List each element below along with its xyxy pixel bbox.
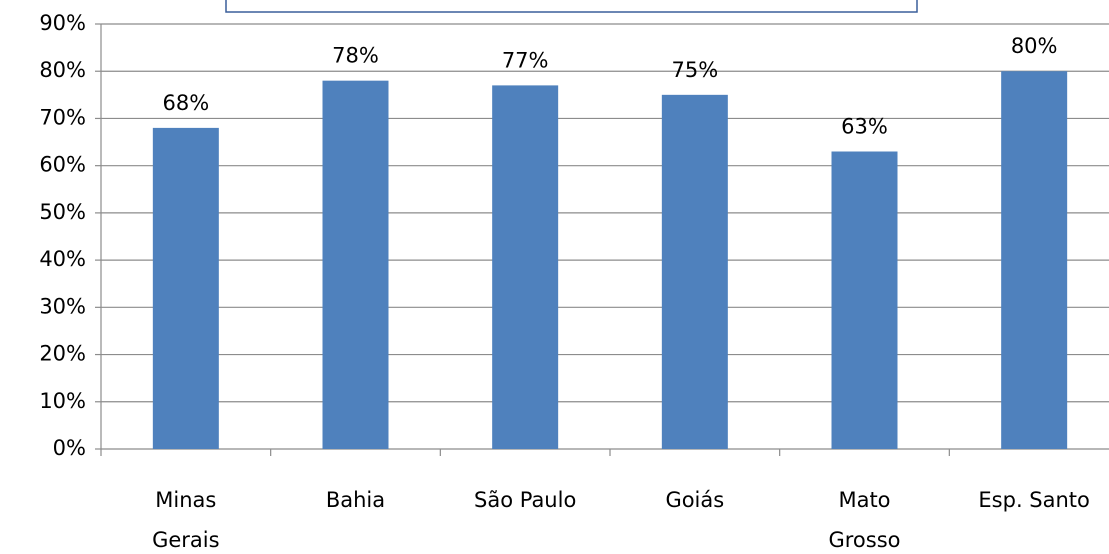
bar: [322, 80, 389, 450]
bar: [152, 127, 219, 449]
y-tick-label: 50%: [39, 200, 86, 224]
data-label: 75%: [671, 58, 718, 82]
data-label: 63%: [841, 115, 888, 139]
data-label: 78%: [332, 44, 379, 68]
y-tick-label: 70%: [39, 105, 86, 129]
y-tick-label: 90%: [39, 11, 86, 35]
x-tick-label: Bahia: [325, 488, 386, 512]
bar: [661, 94, 728, 449]
x-tick-label: Minas Gerais: [152, 488, 220, 552]
y-tick-label: 10%: [39, 389, 86, 413]
bar: [1001, 71, 1068, 449]
bar: [492, 85, 559, 449]
y-tick-label: 60%: [39, 153, 86, 177]
y-tick-label: 30%: [39, 294, 86, 318]
x-tick-label: São Paulo: [474, 488, 577, 512]
y-tick-label: 80%: [39, 58, 86, 82]
data-label: 80%: [1011, 34, 1058, 58]
x-tick-label: Esp. Santo: [978, 488, 1090, 512]
x-tick-label: Goiás: [665, 488, 725, 512]
y-tick-label: 0%: [53, 436, 86, 460]
y-tick-label: 40%: [39, 247, 86, 271]
bar: [831, 151, 898, 449]
title-box: [225, 0, 918, 13]
data-label: 68%: [162, 91, 209, 115]
data-label: 77%: [502, 48, 549, 72]
y-tick-label: 20%: [39, 342, 86, 366]
x-tick-label: Mato Grosso: [828, 488, 901, 552]
